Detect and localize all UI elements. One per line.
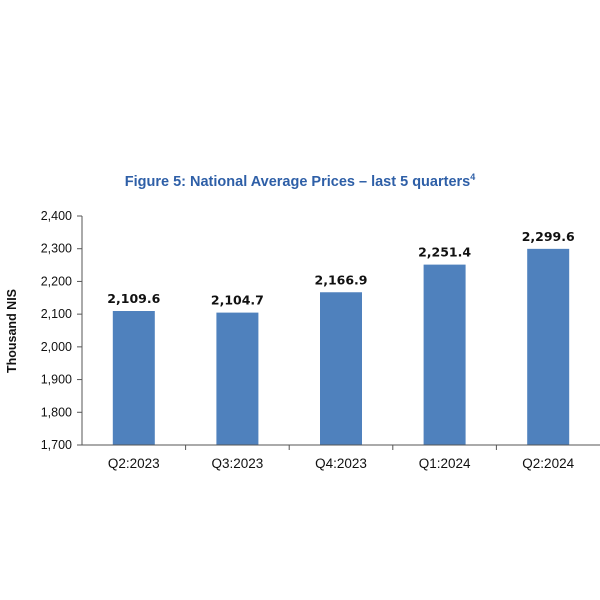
data-label: 2,299.6	[522, 229, 575, 244]
data-label: 2,109.6	[107, 291, 160, 306]
y-tick-label: 1,900	[41, 373, 72, 387]
x-tick-label: Q3:2023	[212, 456, 264, 471]
y-tick-label: 2,400	[41, 209, 72, 223]
y-tick-label: 1,800	[41, 405, 72, 419]
x-tick-label: Q1:2024	[419, 456, 471, 471]
y-tick-label: 2,100	[41, 307, 72, 321]
y-axis-label: Thousand NIS	[5, 289, 19, 373]
y-axis: 1,700 1,800 1,900 2,000 2,100 2,200 2,300 2,400	[41, 209, 83, 452]
x-tick-label: Q2:2024	[522, 456, 574, 471]
y-tick-label: 2,000	[41, 340, 72, 354]
bar	[527, 248, 570, 445]
y-tick-label: 2,300	[41, 242, 72, 256]
data-label: 2,166.9	[315, 272, 368, 287]
chart-title: Figure 5: National Average Prices – last…	[0, 172, 600, 190]
chart-title-text: Figure 5: National Average Prices – last…	[124, 174, 471, 190]
data-label: 2,251.4	[418, 245, 471, 260]
y-tick-label: 2,200	[41, 274, 72, 288]
bar	[216, 312, 259, 445]
x-tick-label: Q4:2023	[315, 456, 367, 471]
bar	[320, 292, 362, 445]
y-tick-label: 1,700	[41, 438, 72, 452]
data-label: 2,104.7	[211, 293, 264, 308]
x-axis: Q2:2023 Q3:2023 Q4:2023 Q1:2024 Q2:2024	[82, 444, 600, 471]
bar	[112, 311, 155, 445]
bar	[423, 264, 466, 445]
x-tick-label: Q2:2023	[108, 456, 160, 471]
bars: 2,109.6 2,104.7 2,166.9 2,251.4 2,299.6	[107, 229, 575, 445]
chart-title-footnote: 4	[470, 172, 476, 183]
